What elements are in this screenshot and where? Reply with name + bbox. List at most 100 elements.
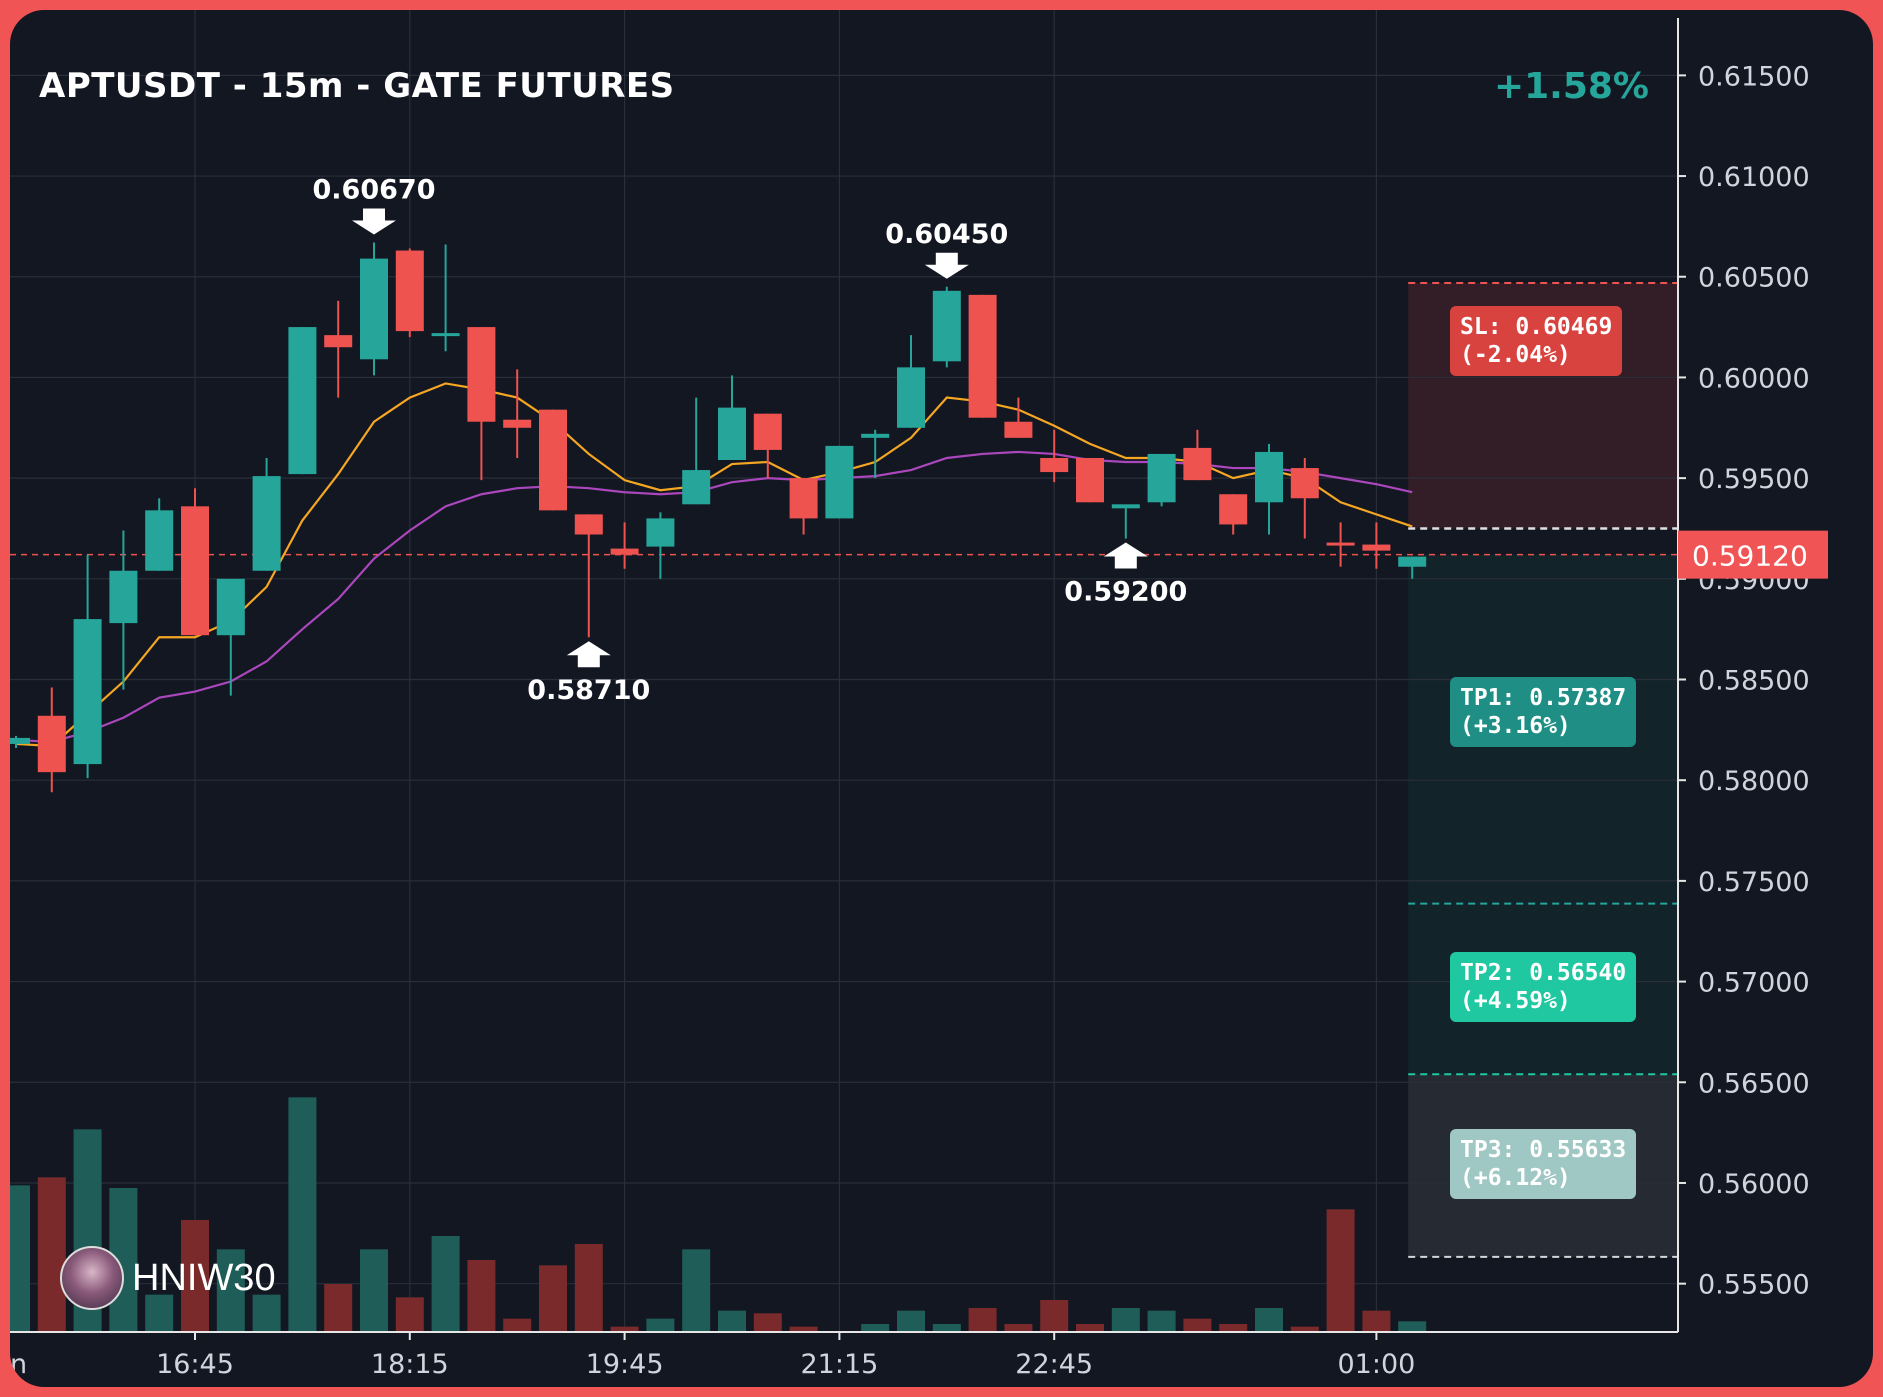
candle-body xyxy=(1255,451,1283,503)
candle-body xyxy=(789,478,818,519)
candle-body xyxy=(73,619,102,765)
candle-body xyxy=(646,518,675,547)
candle-body xyxy=(37,715,66,773)
candle-body xyxy=(395,250,424,332)
x-tick-label: 16:45 xyxy=(156,1349,234,1380)
volume-bar xyxy=(1147,1310,1176,1332)
volume-bar xyxy=(1040,1300,1069,1332)
volume-bar xyxy=(968,1308,997,1332)
volume-bar xyxy=(574,1244,603,1332)
candle-body xyxy=(1219,494,1248,525)
candlestick-chart[interactable]: 0.60670 0.60450 0.58710 0.59200 0.61500 0.610… xyxy=(10,10,1873,1387)
tp3-percent: (+6.12%) xyxy=(1460,1165,1571,1191)
volume-bar xyxy=(324,1284,353,1332)
volume-bar xyxy=(1362,1310,1391,1332)
candle-body xyxy=(431,333,460,337)
y-tick-label: 0.60500 xyxy=(1698,263,1810,294)
candle-body xyxy=(216,578,245,636)
candle-body xyxy=(1398,556,1427,567)
candle-body xyxy=(968,294,997,418)
candle-body xyxy=(1326,542,1355,546)
arrow-up-icon xyxy=(566,641,611,668)
tp2-percent: (+4.59%) xyxy=(1460,988,1571,1014)
tp3-label-box: TP3: 0.55633 (+6.12%) xyxy=(1450,1129,1637,1199)
candle-body xyxy=(181,506,209,636)
x-tick-label: 19:45 xyxy=(586,1349,664,1380)
current-price-badge xyxy=(1678,530,1828,579)
volume-bar xyxy=(288,1097,317,1332)
volume-bar xyxy=(753,1313,782,1332)
tp2-label: TP2: 0.56540 xyxy=(1460,960,1627,986)
tp1-label: TP1: 0.57387 xyxy=(1460,685,1627,711)
candle-body xyxy=(1290,468,1319,499)
volume-bar xyxy=(10,1185,30,1332)
volume-bar xyxy=(1326,1209,1355,1332)
y-tick-label: 0.56000 xyxy=(1698,1169,1810,1200)
candle-body xyxy=(467,327,496,422)
current-price-label: 0.59120 xyxy=(1692,540,1808,573)
volume-bar xyxy=(1076,1324,1104,1332)
volume-bar xyxy=(1004,1324,1033,1332)
tp1-percent: (+3.16%) xyxy=(1460,713,1571,739)
candle-body xyxy=(610,548,639,555)
candle-body xyxy=(252,476,281,571)
candle-body xyxy=(109,570,138,624)
candle-body xyxy=(288,327,317,475)
trough-annotation: 0.59200 xyxy=(1064,577,1187,608)
volume-bar xyxy=(360,1249,388,1332)
volume-bar xyxy=(467,1260,496,1332)
volume-bar xyxy=(1398,1321,1427,1332)
candle-body xyxy=(1362,544,1391,551)
volume-bar xyxy=(181,1220,209,1332)
volume-bar xyxy=(431,1236,460,1332)
candle-body xyxy=(10,737,30,744)
tp1-label-box: TP1: 0.57387 (+3.16%) xyxy=(1450,677,1637,747)
peak-annotation: 0.60450 xyxy=(885,219,1008,250)
x-tick-label: 21:15 xyxy=(800,1349,878,1380)
volume-bar xyxy=(1290,1326,1319,1332)
y-tick-label: 0.58500 xyxy=(1698,666,1810,697)
candle-body xyxy=(1004,421,1033,438)
peak-annotation: 0.60670 xyxy=(313,174,436,205)
volume-bar xyxy=(932,1324,961,1332)
y-tick-label: 0.59500 xyxy=(1698,464,1810,495)
volume-bar xyxy=(1111,1308,1140,1332)
volume-bar xyxy=(1219,1324,1248,1332)
volume-bar xyxy=(252,1294,281,1332)
y-tick-label: 0.60000 xyxy=(1698,363,1810,394)
volume-bar xyxy=(216,1249,245,1332)
trough-annotation: 0.58710 xyxy=(527,675,650,706)
candle-body xyxy=(861,433,890,438)
candle-body xyxy=(753,413,782,450)
x-tick-label: 01:00 xyxy=(1337,1349,1415,1380)
ema-slow-line xyxy=(15,450,1413,744)
arrow-up-icon xyxy=(1103,542,1148,569)
y-tick-label: 0.58000 xyxy=(1698,766,1810,797)
chart-frame: 0.60670 0.60450 0.58710 0.59200 0.61500 0.610… xyxy=(10,10,1873,1387)
candle-body xyxy=(145,510,174,571)
sl-label-box: SL: 0.60469 (-2.04%) xyxy=(1450,306,1623,376)
candle-body xyxy=(897,367,925,428)
candle-body xyxy=(1111,504,1140,509)
volume-bar xyxy=(503,1318,532,1332)
watermark: HNIW30 xyxy=(60,1246,276,1310)
tp3-label: TP3: 0.55633 xyxy=(1460,1137,1627,1163)
volume-bar xyxy=(610,1326,639,1332)
y-tick-label: 0.57000 xyxy=(1698,968,1810,999)
volume-bar xyxy=(897,1310,925,1332)
volume-bar xyxy=(1183,1318,1212,1332)
avatar-icon xyxy=(60,1246,124,1310)
sl-percent: (-2.04%) xyxy=(1460,342,1571,368)
volume-bar xyxy=(682,1249,711,1332)
price-change-percent: +1.58% xyxy=(1493,66,1649,107)
candle-body xyxy=(539,409,567,511)
candle-body xyxy=(1076,457,1104,503)
volume-bar xyxy=(37,1177,66,1332)
volume-bar xyxy=(1255,1308,1283,1332)
candle-body xyxy=(718,407,746,460)
chart-title: APTUSDT - 15m - GATE FUTURES xyxy=(39,66,675,106)
x-tick-label: 18:15 xyxy=(371,1349,449,1380)
x-tick-label-edge: n xyxy=(10,1349,27,1380)
volume-bar xyxy=(718,1310,746,1332)
y-tick-label: 0.61500 xyxy=(1698,61,1810,92)
